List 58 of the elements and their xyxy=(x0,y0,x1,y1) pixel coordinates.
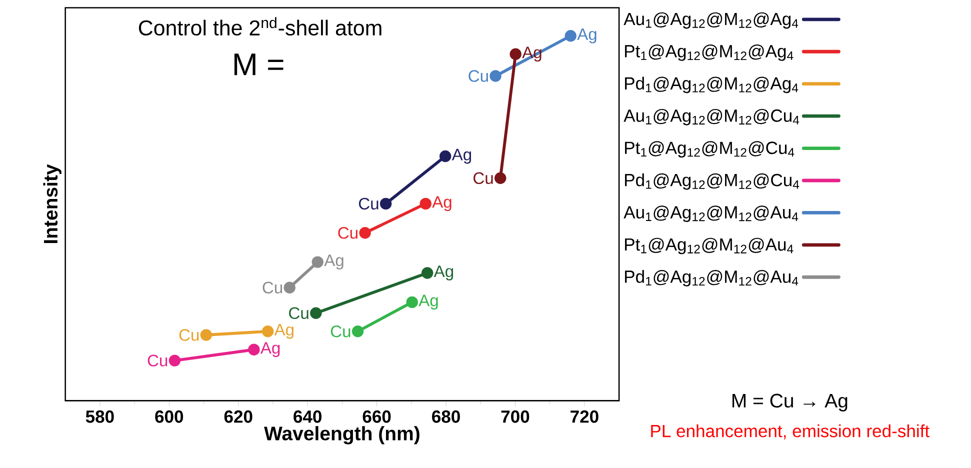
point xyxy=(352,326,364,338)
y-axis-title: Intensity xyxy=(43,164,62,244)
annotation: Ag xyxy=(434,266,454,280)
annotation: Cu xyxy=(338,227,358,239)
point xyxy=(420,198,432,210)
annotation: Ag xyxy=(324,254,344,270)
text: PL enhancement, emission red-shift xyxy=(651,424,930,440)
point xyxy=(439,150,452,162)
point xyxy=(510,48,522,60)
annotation: Cu xyxy=(474,172,493,184)
legend-label: Pd$_{1}$@Ag$_{12}$@M$_{12}$@Au$_{4}$ xyxy=(625,270,798,286)
annotation: Cu xyxy=(330,326,350,338)
x-tick-label: 700 xyxy=(501,410,530,423)
point xyxy=(564,30,576,42)
annotation: Ag xyxy=(260,342,280,358)
point xyxy=(421,267,434,279)
point xyxy=(406,296,418,308)
chart-title: Control the 2$^{nd}$-shell atom xyxy=(138,17,382,36)
point xyxy=(284,282,296,294)
annotation: Cu xyxy=(148,354,168,366)
annotation: Ag xyxy=(432,196,452,212)
x-tick-label: 600 xyxy=(155,410,184,423)
legend-label: Pt$_{1}$@Ag$_{12}$@M$_{12}$@Ag$_{4}$ xyxy=(625,44,794,61)
point xyxy=(490,70,502,82)
chart-subtitle: M = xyxy=(234,54,284,76)
point xyxy=(380,198,392,210)
annotation: Cu xyxy=(289,307,308,320)
point xyxy=(262,326,274,338)
x-tick-label: 620 xyxy=(224,410,252,423)
legend-label: Pd$_{1}$@Ag$_{12}$@M$_{12}$@Cu$_{4}$ xyxy=(625,173,800,190)
x-tick-label: 720 xyxy=(570,410,598,423)
legend-label: Au$_{1}$@Ag$_{12}$@M$_{12}$@Au$_{4}$ xyxy=(624,206,798,222)
annotation: Cu xyxy=(262,282,282,294)
point xyxy=(200,329,212,341)
x-tick-label: 680 xyxy=(432,410,460,423)
point xyxy=(312,256,324,268)
annotation: Ag xyxy=(452,148,472,164)
x-tick-label: 660 xyxy=(362,410,391,423)
annotation: Ag xyxy=(418,294,438,310)
legend-label: Pt$_{1}$@Ag$_{12}$@M$_{12}$@Cu$_{4}$ xyxy=(625,141,794,158)
annotation: Ag xyxy=(274,324,294,339)
x-tick-label: 640 xyxy=(294,410,322,423)
annotation: Cu xyxy=(358,198,378,210)
text: M = Cu → Ag xyxy=(732,394,848,412)
x-axis-title: Wavelength (nm) xyxy=(264,426,420,444)
point xyxy=(248,344,260,356)
point xyxy=(494,172,506,184)
legend-label: Pd$_{1}$@Ag$_{12}$@M$_{12}$@Ag$_{4}$ xyxy=(625,76,798,94)
point xyxy=(310,307,322,319)
annotation: Cu xyxy=(179,329,199,341)
point xyxy=(359,227,371,239)
legend-label: Pt$_{1}$@Ag$_{12}$@M$_{12}$@Au$_{4}$ xyxy=(625,238,794,254)
point xyxy=(168,354,181,366)
legend-label: Au$_{1}$@Ag$_{12}$@M$_{12}$@Ag$_{4}$ xyxy=(624,12,798,29)
annotation: Ag xyxy=(577,28,596,44)
legend-label: Au$_{1}$@Ag$_{12}$@M$_{12}$@Cu$_{4}$ xyxy=(624,108,800,126)
x-tick-label: 580 xyxy=(86,410,114,423)
annotation: Cu xyxy=(468,70,488,82)
